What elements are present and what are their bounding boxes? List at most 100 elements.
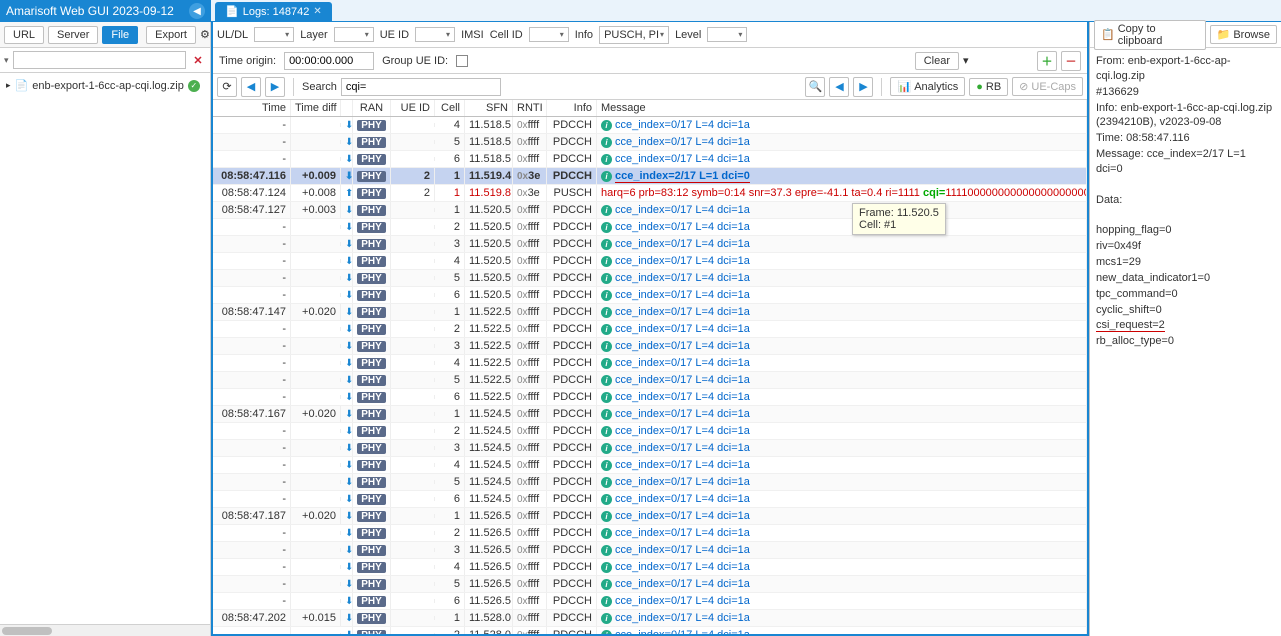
header-dir[interactable] (341, 100, 353, 116)
file-filter-input[interactable] (13, 51, 186, 69)
log-row[interactable]: -⬇PHY611.518.50xffffPDCCHicce_index=0/17… (213, 151, 1087, 168)
info-dropdown[interactable]: PUSCH, PI▾ (599, 26, 669, 44)
header-ueid[interactable]: UE ID (391, 100, 435, 116)
header-diff[interactable]: Time diff (291, 100, 341, 116)
copy-button[interactable]: 📋Copy to clipboard (1094, 20, 1206, 50)
log-row[interactable]: -⬇PHY211.526.50xffffPDCCHicce_index=0/17… (213, 525, 1087, 542)
info-icon: i (601, 375, 612, 386)
info-icon: i (601, 239, 612, 250)
server-button[interactable]: Server (48, 26, 98, 44)
expand-icon[interactable]: ▸ (6, 80, 11, 91)
log-row[interactable]: -⬇PHY411.520.50xffffPDCCHicce_index=0/17… (213, 253, 1087, 270)
log-row[interactable]: 08:58:47.124+0.008⬆PHY2111.519.80x3ePUSC… (213, 185, 1087, 202)
header-cell[interactable]: Cell (435, 100, 465, 116)
clear-dropdown[interactable]: ▾ (963, 54, 1033, 67)
log-row[interactable]: -⬇PHY311.524.50xffffPDCCHicce_index=0/17… (213, 440, 1087, 457)
file-button[interactable]: File (102, 26, 138, 44)
log-row[interactable]: -⬇PHY311.522.50xffffPDCCHicce_index=0/17… (213, 338, 1087, 355)
nav-fwd-icon[interactable]: ▶ (265, 77, 285, 97)
url-button[interactable]: URL (4, 26, 44, 44)
log-row[interactable]: -⬇PHY411.522.50xffffPDCCHicce_index=0/17… (213, 355, 1087, 372)
clear-filter-icon[interactable]: ✕ (190, 52, 206, 68)
direction-icon: ⬇ (345, 443, 353, 454)
rb-button[interactable]: ●RB (969, 78, 1008, 96)
header-msg[interactable]: Message (597, 100, 1087, 116)
direction-icon: ⬇ (345, 358, 353, 369)
log-row[interactable]: -⬇PHY511.522.50xffffPDCCHicce_index=0/17… (213, 372, 1087, 389)
gear-icon[interactable]: ⚙ (200, 28, 210, 42)
header-info[interactable]: Info (547, 100, 597, 116)
group-ueid-checkbox[interactable] (456, 55, 468, 67)
tooltip-line1: Frame: 11.520.5 (859, 207, 939, 219)
direction-icon: ⬇ (345, 273, 353, 284)
search-fwd-icon[interactable]: ▶ (853, 77, 873, 97)
search-label: Search (302, 81, 337, 93)
log-row[interactable]: -⬇PHY311.520.50xffffPDCCHicce_index=0/17… (213, 236, 1087, 253)
log-row[interactable]: -⬇PHY211.522.50xffffPDCCHicce_index=0/17… (213, 321, 1087, 338)
tab-bar: 📄 Logs: 148742 ✕ (211, 0, 1281, 22)
binoculars-icon[interactable]: 🔍 (805, 77, 825, 97)
uecaps-button[interactable]: ⊘UE-Caps (1012, 77, 1083, 96)
clear-button[interactable]: Clear (915, 52, 959, 70)
log-row[interactable]: -⬇PHY611.522.50xffffPDCCHicce_index=0/17… (213, 389, 1087, 406)
log-row[interactable]: -⬇PHY611.526.50xffffPDCCHicce_index=0/17… (213, 593, 1087, 610)
log-row[interactable]: -⬇PHY411.526.50xffffPDCCHicce_index=0/17… (213, 559, 1087, 576)
search-input[interactable] (341, 78, 501, 96)
direction-icon: ⬇ (345, 613, 353, 624)
level-label: Level (675, 29, 701, 41)
cellid-dropdown[interactable]: ▾ (529, 27, 569, 42)
info-icon: i (601, 443, 612, 454)
log-row[interactable]: 08:58:47.116+0.009⬇PHY2111.519.40x3ePDCC… (213, 168, 1087, 185)
header-ran[interactable]: RAN (353, 100, 391, 116)
tab-logs[interactable]: 📄 Logs: 148742 ✕ (215, 2, 332, 21)
log-row[interactable]: -⬇PHY611.524.50xffffPDCCHicce_index=0/17… (213, 491, 1087, 508)
collapse-sidebar-button[interactable]: ◀ (189, 3, 205, 19)
time-origin-input[interactable] (284, 52, 374, 70)
export-button[interactable]: Export (146, 26, 196, 44)
uldl-dropdown[interactable]: ▾ (254, 27, 294, 42)
log-row[interactable]: -⬇PHY211.524.50xffffPDCCHicce_index=0/17… (213, 423, 1087, 440)
header-sfn[interactable]: SFN (465, 100, 513, 116)
log-row[interactable]: -⬇PHY511.518.50xffffPDCCHicce_index=0/17… (213, 134, 1087, 151)
log-row[interactable]: -⬇PHY311.526.50xffffPDCCHicce_index=0/17… (213, 542, 1087, 559)
log-row[interactable]: 08:58:47.147+0.020⬇PHY111.522.50xffffPDC… (213, 304, 1087, 321)
header-time[interactable]: Time (213, 100, 291, 116)
log-row[interactable]: 08:58:47.187+0.020⬇PHY111.526.50xffffPDC… (213, 508, 1087, 525)
file-item[interactable]: ▸ 📄 enb-export-1-6cc-ap-cqi.log.zip ✓ (4, 77, 206, 94)
log-row[interactable]: 08:58:47.127+0.003⬇PHY111.520.50xffffPDC… (213, 202, 1087, 219)
chevron-down-icon[interactable]: ▾ (4, 55, 9, 66)
info-icon: i (601, 273, 612, 284)
refresh-icon[interactable]: ⟳ (217, 77, 237, 97)
log-row[interactable]: -⬇PHY511.526.50xffffPDCCHicce_index=0/17… (213, 576, 1087, 593)
search-back-icon[interactable]: ◀ (829, 77, 849, 97)
direction-icon: ⬇ (345, 120, 353, 131)
info-icon: i (601, 409, 612, 420)
info-icon: i (601, 358, 612, 369)
log-row[interactable]: 08:58:47.167+0.020⬇PHY111.524.50xffffPDC… (213, 406, 1087, 423)
layer-dropdown[interactable]: ▾ (334, 27, 374, 42)
log-row[interactable]: -⬇PHY211.520.50xffffPDCCHicce_index=0/17… (213, 219, 1087, 236)
log-row[interactable]: -⬇PHY211.528.00xffffPDCCHicce_index=0/17… (213, 627, 1087, 634)
level-dropdown[interactable]: ▾ (707, 27, 747, 42)
search-bar: ⟳ ◀ ▶ Search 🔍 ◀ ▶ 📊Analytics ●RB ⊘UE-Ca… (213, 74, 1087, 100)
app-title: Amarisoft Web GUI 2023-09-12 (6, 4, 174, 18)
horizontal-scrollbar[interactable] (0, 624, 210, 636)
log-row[interactable]: -⬇PHY411.524.50xffffPDCCHicce_index=0/17… (213, 457, 1087, 474)
nav-back-icon[interactable]: ◀ (241, 77, 261, 97)
header-rnti[interactable]: RNTI (513, 100, 547, 116)
log-row[interactable]: -⬇PHY411.518.50xffffPDCCHicce_index=0/17… (213, 117, 1087, 134)
close-tab-icon[interactable]: ✕ (313, 6, 321, 17)
file-name: enb-export-1-6cc-ap-cqi.log.zip (32, 80, 184, 92)
clipboard-icon: 📋 (1101, 28, 1115, 41)
log-row[interactable]: -⬇PHY611.520.50xffffPDCCHicce_index=0/17… (213, 287, 1087, 304)
log-row[interactable]: -⬇PHY511.524.50xffffPDCCHicce_index=0/17… (213, 474, 1087, 491)
analytics-button[interactable]: 📊Analytics (890, 77, 965, 96)
center-pane: UL/DL ▾ Layer ▾ UE ID ▾ IMSI Cell ID ▾ I… (211, 22, 1089, 636)
info-icon: i (601, 511, 612, 522)
browse-button[interactable]: 📁Browse (1210, 25, 1277, 44)
log-row[interactable]: -⬇PHY511.520.50xffffPDCCHicce_index=0/17… (213, 270, 1087, 287)
log-row[interactable]: 08:58:47.202+0.015⬇PHY111.528.00xffffPDC… (213, 610, 1087, 627)
remove-button[interactable]: － (1061, 51, 1081, 71)
ueid-dropdown[interactable]: ▾ (415, 27, 455, 42)
add-button[interactable]: ＋ (1037, 51, 1057, 71)
